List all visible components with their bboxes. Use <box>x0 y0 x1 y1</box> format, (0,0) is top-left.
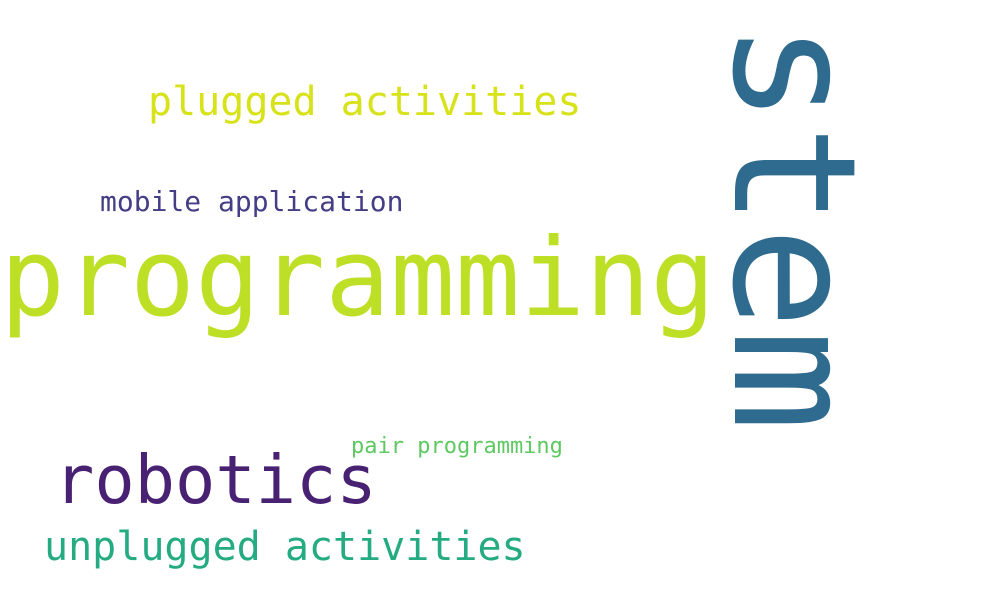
word-programming: programming <box>0 216 716 341</box>
word-robotics: robotics <box>54 441 377 519</box>
word-unplugged-activities: unplugged activities <box>44 524 526 570</box>
word-stem: stem <box>694 22 892 432</box>
word-mobile-application: mobile application <box>100 185 404 218</box>
word-pair-programming: pair programming <box>351 434 563 459</box>
word-plugged-activities: plugged activities <box>148 79 582 125</box>
